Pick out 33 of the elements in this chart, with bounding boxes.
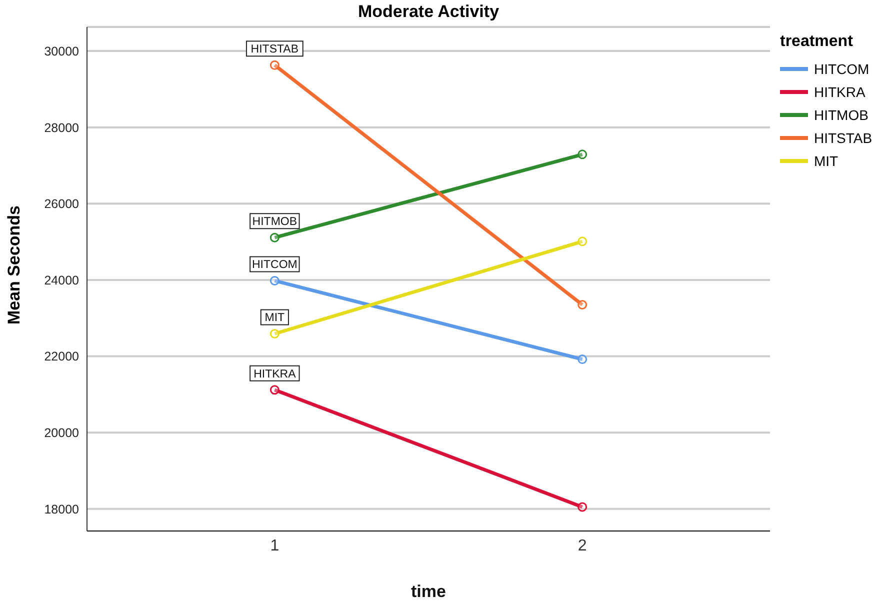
annotation: HITCOM (252, 259, 298, 272)
legend-label: HITSTAB (814, 130, 872, 146)
y-tick-label: 28000 (44, 120, 80, 135)
y-axis-title: Mean Seconds (5, 205, 25, 325)
legend-title: treatment (780, 33, 854, 51)
x-tick-label: 2 (578, 537, 587, 554)
x-axis-title: time (411, 582, 446, 601)
point (270, 329, 280, 338)
point (270, 276, 280, 286)
y-tick-label: 22000 (44, 350, 80, 364)
x-tick-label: 1 (270, 537, 280, 554)
legend-label: HITMOB (814, 106, 868, 122)
y-tick-label: 18000 (44, 502, 80, 516)
legend-label: MIT (814, 152, 838, 168)
point (270, 60, 280, 70)
chart-title: Moderate Activity (356, 2, 500, 22)
y-tick-label: 30000 (44, 44, 80, 58)
y-tick-label: 20000 (44, 426, 80, 440)
annotation: HITKRA (254, 368, 296, 380)
point (578, 502, 588, 512)
point (578, 150, 588, 160)
point (270, 385, 280, 395)
point (578, 354, 588, 364)
annotation: HITMOB (252, 216, 298, 228)
point (270, 232, 280, 242)
point (578, 300, 588, 310)
legend-label: HITKRA (814, 84, 866, 100)
annotation: MIT (264, 312, 285, 324)
y-tick-label: 26000 (44, 197, 80, 212)
y-tick-label: 24000 (44, 273, 80, 288)
point (578, 236, 588, 246)
legend-label: HITCOM (814, 60, 870, 76)
annotation: HITSTAB (250, 44, 299, 56)
